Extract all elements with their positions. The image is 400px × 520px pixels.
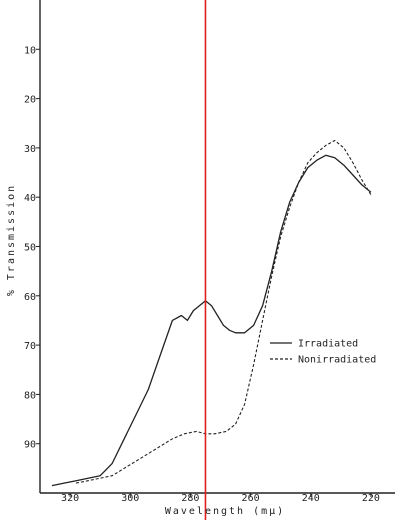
legend-label-irradiated: Irradiated (298, 339, 358, 350)
y-tick-label: 10 (24, 45, 36, 56)
series-line-irradiated (51, 154, 372, 487)
y-tick-label: 40 (24, 193, 36, 204)
x-tick-label: 240 (302, 493, 320, 504)
y-tick-label: 50 (24, 243, 36, 254)
x-tick-label: 320 (61, 493, 79, 504)
axes: 10 20 30 40 50 60 70 80 90 320 300 280 260 240 220 (24, 0, 395, 504)
y-tick-label: 90 (24, 440, 36, 451)
x-tick-label: 300 (121, 493, 139, 504)
x-tick-label: 220 (362, 493, 380, 504)
legend: Irradiated Nonirradiated (270, 339, 376, 366)
series-layer (51, 0, 372, 520)
y-tick-label: 30 (24, 144, 36, 155)
x-tick-label: 280 (181, 493, 199, 504)
legend-label-nonirradiated: Nonirradiated (298, 355, 376, 366)
y-tick-label: 70 (24, 341, 36, 352)
y-tick-label: 60 (24, 292, 36, 303)
y-axis-label: % Transmission (6, 184, 17, 296)
y-tick-label: 80 (24, 390, 36, 401)
x-axis-label: Wavelength (mμ) (165, 506, 285, 517)
series-line-nonirradiated (75, 139, 372, 484)
x-tick-label: 260 (242, 493, 260, 504)
y-tick-label: 20 (24, 95, 36, 106)
